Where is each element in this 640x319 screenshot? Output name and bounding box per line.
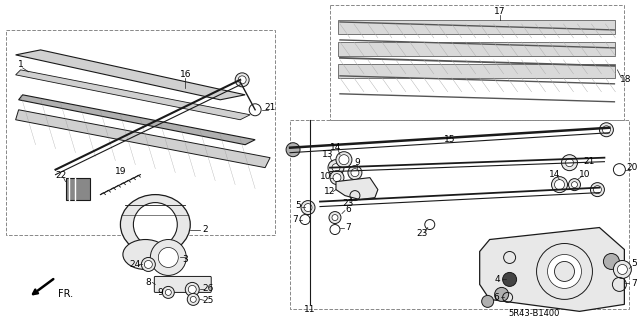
Text: 15: 15 — [444, 135, 456, 144]
Circle shape — [163, 286, 174, 298]
Text: FR.: FR. — [58, 289, 73, 300]
Text: 10: 10 — [579, 170, 590, 179]
Circle shape — [602, 126, 611, 134]
Circle shape — [613, 261, 632, 278]
Circle shape — [188, 286, 196, 293]
Circle shape — [190, 296, 196, 302]
Circle shape — [591, 182, 604, 197]
Circle shape — [561, 155, 577, 171]
Text: 7: 7 — [345, 223, 351, 232]
Circle shape — [328, 160, 344, 176]
Circle shape — [235, 73, 249, 87]
Circle shape — [158, 248, 179, 267]
Ellipse shape — [123, 240, 168, 270]
Bar — [338, 64, 616, 78]
Circle shape — [330, 171, 344, 185]
Text: 7: 7 — [292, 215, 298, 224]
Text: 5: 5 — [632, 259, 637, 268]
Circle shape — [604, 254, 620, 270]
Circle shape — [188, 293, 199, 305]
Bar — [65, 178, 90, 200]
Text: 21: 21 — [264, 103, 276, 112]
Text: 14: 14 — [549, 170, 560, 179]
Circle shape — [554, 180, 564, 189]
Text: 6: 6 — [345, 205, 351, 214]
Circle shape — [554, 262, 575, 281]
Bar — [338, 42, 616, 56]
Circle shape — [566, 159, 573, 167]
Bar — [330, 5, 625, 120]
Circle shape — [150, 240, 186, 275]
Circle shape — [332, 164, 340, 172]
Circle shape — [301, 201, 315, 215]
Text: 5R43-B1400: 5R43-B1400 — [509, 309, 560, 318]
Circle shape — [145, 261, 152, 269]
Text: 14: 14 — [330, 143, 342, 152]
Text: 22: 22 — [55, 171, 66, 180]
Polygon shape — [479, 227, 625, 311]
Text: 21: 21 — [584, 157, 595, 166]
Circle shape — [141, 257, 156, 271]
Circle shape — [351, 169, 359, 177]
Circle shape — [329, 211, 341, 224]
Circle shape — [304, 204, 312, 211]
Circle shape — [482, 295, 493, 308]
Polygon shape — [19, 95, 255, 145]
Circle shape — [165, 289, 172, 295]
Text: 24: 24 — [130, 260, 141, 269]
Bar — [6, 30, 275, 234]
Circle shape — [502, 272, 516, 286]
Text: 9: 9 — [354, 158, 360, 167]
Text: 8: 8 — [145, 278, 151, 287]
Polygon shape — [15, 110, 270, 168]
Bar — [338, 20, 616, 34]
Circle shape — [536, 243, 593, 300]
Text: 25: 25 — [202, 296, 214, 305]
Circle shape — [332, 215, 338, 220]
Circle shape — [336, 152, 352, 168]
Bar — [290, 120, 629, 309]
Text: 17: 17 — [494, 7, 506, 17]
Circle shape — [133, 203, 177, 247]
Polygon shape — [15, 70, 250, 120]
Text: 1: 1 — [18, 60, 24, 69]
Circle shape — [618, 264, 627, 274]
Circle shape — [600, 123, 613, 137]
Circle shape — [333, 174, 341, 182]
Circle shape — [238, 76, 246, 84]
Text: 3: 3 — [182, 255, 188, 264]
Text: 2: 2 — [202, 225, 208, 234]
Text: 13: 13 — [322, 150, 333, 159]
Text: 19: 19 — [115, 167, 126, 176]
Text: 26: 26 — [202, 284, 214, 293]
Text: 7: 7 — [632, 279, 637, 288]
Circle shape — [572, 182, 577, 188]
Text: 5: 5 — [295, 201, 301, 210]
Text: 23: 23 — [416, 229, 428, 238]
Circle shape — [185, 282, 199, 296]
Text: 10: 10 — [320, 172, 332, 181]
Text: 20: 20 — [627, 163, 638, 172]
Polygon shape — [15, 50, 245, 100]
Text: 6: 6 — [494, 293, 499, 302]
Text: 18: 18 — [620, 75, 631, 84]
Text: 4: 4 — [495, 275, 500, 284]
Text: 23: 23 — [342, 199, 354, 208]
Text: 9: 9 — [157, 288, 163, 297]
Circle shape — [593, 186, 602, 194]
Text: 16: 16 — [180, 70, 191, 79]
Circle shape — [286, 143, 300, 157]
Circle shape — [548, 255, 582, 288]
Ellipse shape — [120, 195, 190, 255]
Text: 12: 12 — [324, 187, 335, 196]
Circle shape — [568, 179, 580, 191]
Circle shape — [348, 166, 362, 180]
FancyBboxPatch shape — [154, 277, 211, 293]
Polygon shape — [336, 178, 378, 200]
Circle shape — [552, 177, 568, 193]
Circle shape — [495, 287, 509, 301]
Text: 11: 11 — [304, 305, 316, 314]
Circle shape — [339, 155, 349, 165]
